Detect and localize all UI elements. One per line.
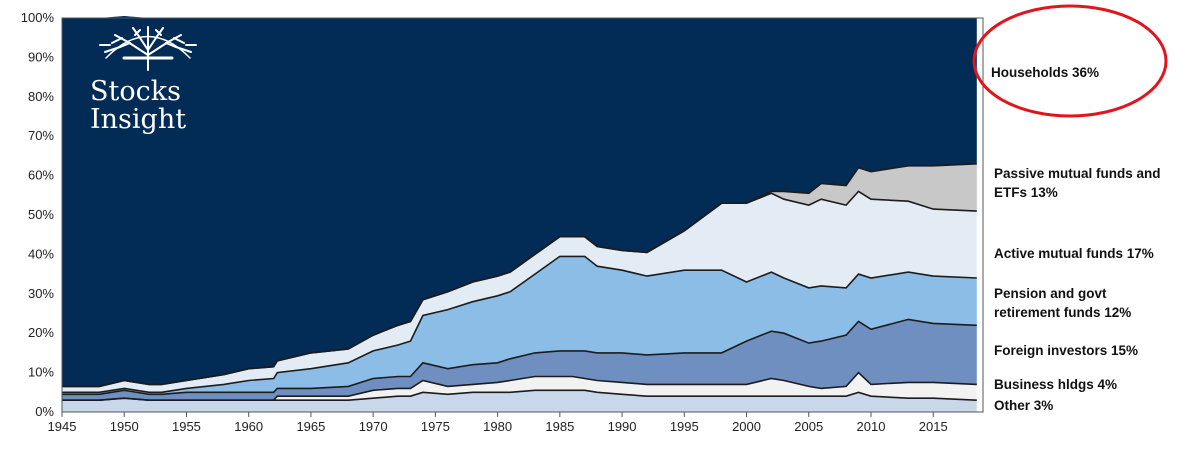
area-households (62, 16, 977, 387)
area-active-mutual-funds (62, 191, 977, 393)
x-tick-label: 2010 (857, 419, 886, 434)
boundary-passive-mutual-funds-and-etfs (62, 163, 977, 388)
x-tick-label: 1965 (296, 419, 325, 434)
x-tick-label: 1950 (110, 419, 139, 434)
y-tick-label: 0% (35, 404, 54, 419)
y-tick-label: 50% (28, 207, 54, 222)
area-foreign-investors (62, 319, 977, 401)
label-foreign-investors: Foreign investors 15% (994, 343, 1138, 358)
area-other (62, 390, 977, 412)
y-tick-label: 60% (28, 168, 54, 183)
stocks-insight-logo: Stocks Insight (90, 26, 197, 135)
label-households: Households 36% (991, 65, 1099, 80)
y-tick-label: 90% (28, 49, 54, 64)
x-tick-label: 1985 (545, 419, 574, 434)
boundary-foreign-investors (62, 318, 977, 396)
boundary-business-hldgs (62, 371, 977, 401)
x-tick-label: 1980 (483, 419, 512, 434)
label-pension-and-govt-retirement-funds: Pension and govt retirement funds 12% (994, 286, 1131, 320)
x-tick-label: 1945 (48, 419, 77, 434)
x-tick-label: 1995 (670, 419, 699, 434)
x-tick-label: 1970 (359, 419, 388, 434)
x-tick-label: 1990 (608, 419, 637, 434)
y-tick-label: 20% (28, 325, 54, 340)
legend-labels: Households 36% Passive mutual funds and ET… (991, 65, 1161, 413)
x-tick-label: 1955 (172, 419, 201, 434)
y-axis: 0% 10% 20% 30% 40% 50% 60% 70% 80% 90% 100% (21, 10, 55, 419)
area-business-hldgs (62, 372, 977, 401)
area-passive-mutual-funds-and-etfs (62, 163, 977, 387)
households-highlight-ellipse (972, 4, 1168, 118)
label-passive-mutual-funds-and-etfs: Passive mutual funds and ETFs 13% (994, 166, 1161, 200)
y-tick-label: 10% (28, 365, 54, 380)
y-tick-label: 30% (28, 286, 54, 301)
y-tick-label: 80% (28, 89, 54, 104)
logo-line-2: Insight (90, 104, 186, 135)
x-tick-label: 2000 (732, 419, 761, 434)
x-tick-label: 2015 (919, 419, 948, 434)
plot-frame (61, 17, 984, 413)
label-other: Other 3% (994, 398, 1053, 413)
x-tick-label: 1975 (421, 419, 450, 434)
tree-icon (99, 26, 197, 71)
stacked-areas (62, 16, 977, 412)
label-active-mutual-funds: Active mutual funds 17% (994, 246, 1154, 261)
y-tick-label: 70% (28, 128, 54, 143)
x-axis: 1945 1950 1955 1960 1965 1970 1975 1980 1985 1990… (48, 412, 948, 434)
label-business-hldgs: Business hldgs 4% (994, 377, 1117, 392)
x-tick-label: 1960 (234, 419, 263, 434)
x-tick-label: 2005 (794, 419, 823, 434)
boundary-pension-and-govt-retirement-funds (62, 255, 977, 394)
logo-line-1: Stocks (90, 76, 181, 107)
y-tick-label: 100% (21, 10, 55, 25)
series-boundaries (62, 163, 977, 401)
area-pension-and-govt-retirement-funds (62, 256, 977, 395)
y-tick-label: 40% (28, 246, 54, 261)
